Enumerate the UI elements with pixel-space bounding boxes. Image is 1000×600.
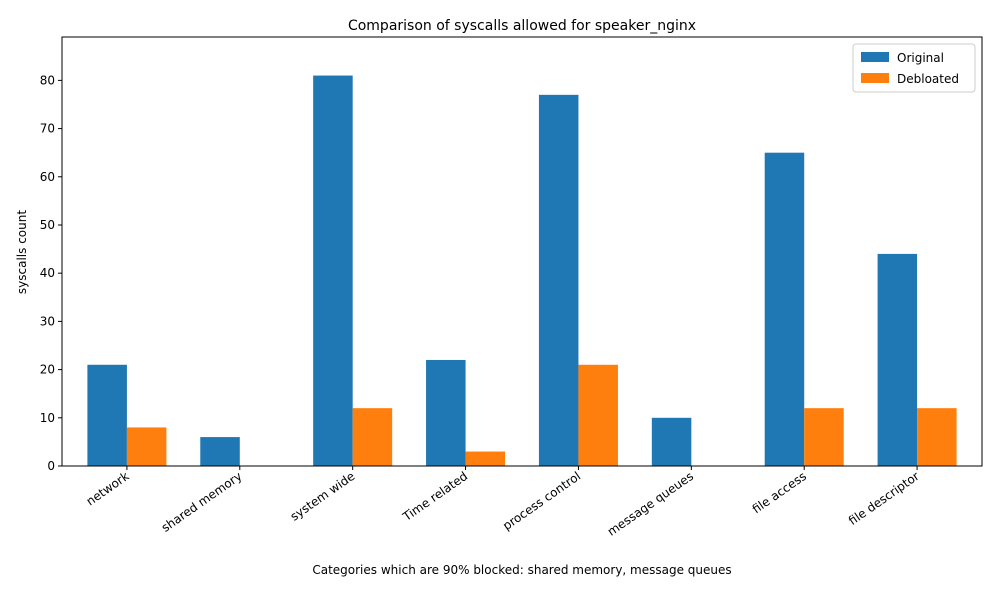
- bar-original-network: [87, 364, 127, 466]
- y-tick-label: 10: [40, 411, 55, 425]
- bar-original-process-control: [538, 94, 579, 466]
- legend: Original Debloated: [852, 43, 976, 93]
- y-tick-label: 80: [40, 73, 55, 87]
- bar-debloated-network: [126, 427, 167, 466]
- x-axis-label: Categories which are 90% blocked: shared…: [312, 563, 731, 577]
- bar-original-file-descriptor: [877, 253, 918, 466]
- legend-swatch-original: [861, 52, 889, 62]
- y-tick-label: 40: [40, 266, 55, 280]
- y-tick-label: 30: [40, 314, 55, 328]
- bar-original-time-related: [426, 359, 466, 466]
- bar-debloated-time-related: [465, 451, 506, 466]
- bar-debloated-file-descriptor: [917, 408, 957, 466]
- legend-label-debloated: Debloated: [897, 72, 959, 86]
- legend-label-original: Original: [897, 51, 944, 65]
- y-tick-label: 20: [40, 363, 55, 377]
- bar-debloated-process-control: [578, 364, 618, 466]
- bar-debloated-system-wide: [352, 408, 393, 466]
- bar-original-file-access: [764, 152, 805, 466]
- y-tick-label: 60: [40, 170, 55, 184]
- y-axis-label: syscalls count: [15, 210, 29, 294]
- y-tick-label: 70: [40, 122, 55, 136]
- legend-swatch-debloated: [861, 73, 889, 83]
- chart-title: Comparison of syscalls allowed for speak…: [348, 18, 696, 34]
- y-tick-label: 50: [40, 218, 55, 232]
- bar-original-shared-memory: [200, 437, 240, 466]
- bars-layer: [87, 75, 957, 466]
- y-tick-label: 0: [47, 459, 55, 473]
- bar-original-system-wide: [313, 75, 353, 466]
- bar-original-message-queues: [651, 417, 692, 466]
- bar-debloated-file-access: [804, 408, 844, 466]
- plot-frame: [61, 36, 983, 467]
